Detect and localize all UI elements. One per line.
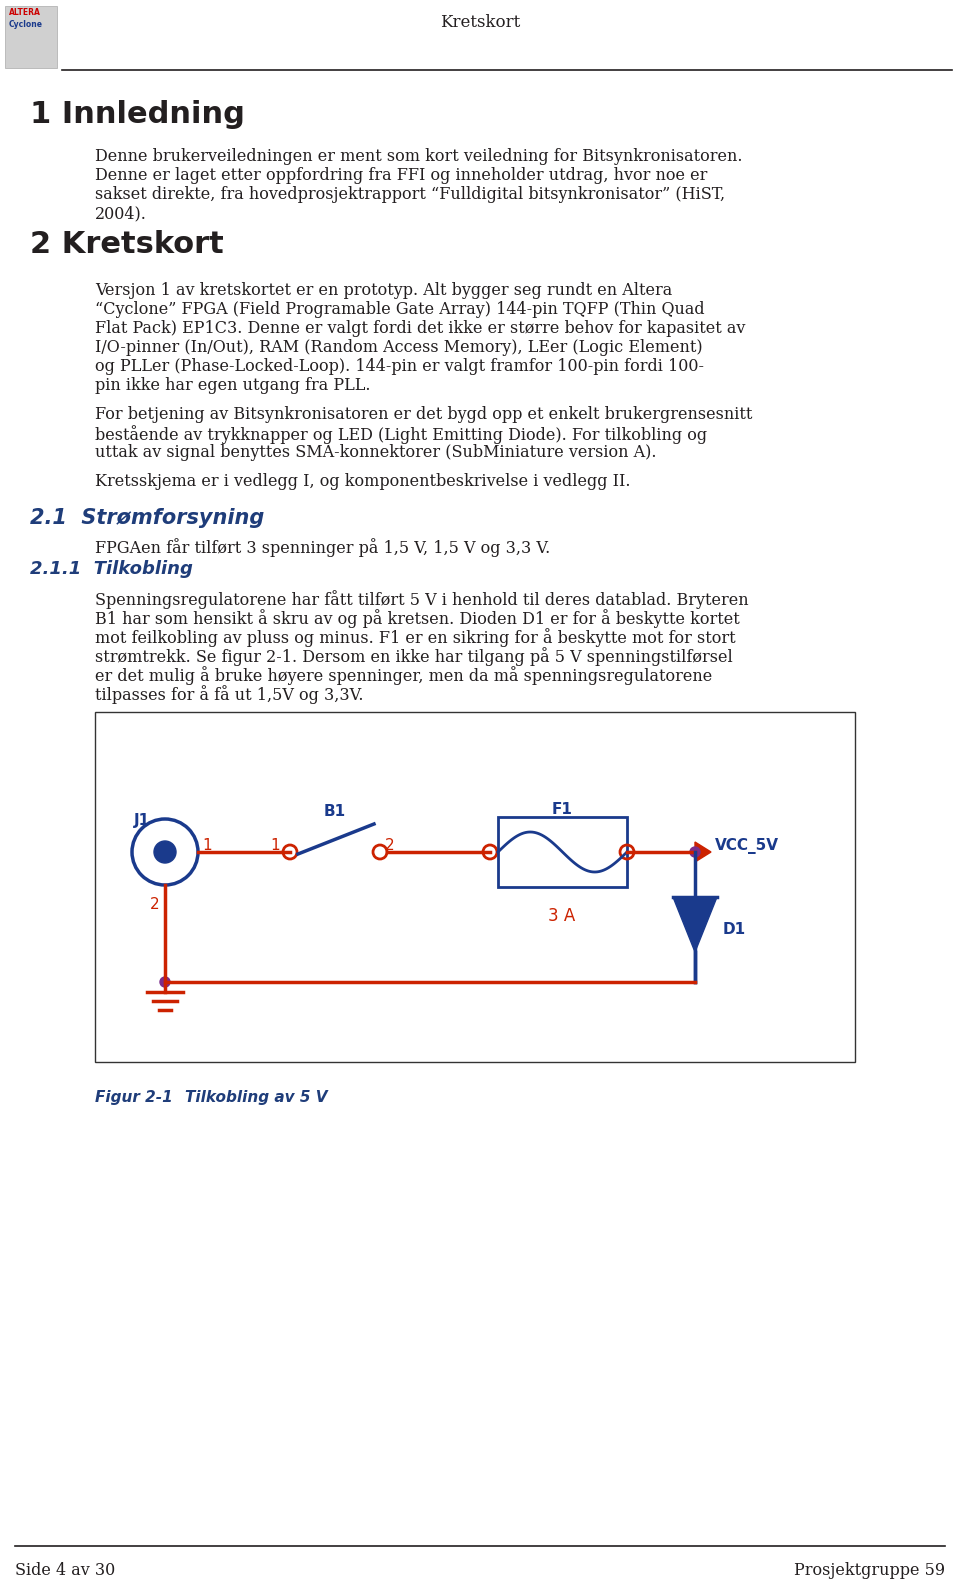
Circle shape	[690, 847, 700, 857]
Text: Figur 2-1: Figur 2-1	[95, 1089, 173, 1105]
FancyBboxPatch shape	[5, 6, 57, 69]
Text: Tilkobling av 5 V: Tilkobling av 5 V	[185, 1089, 327, 1105]
Text: Denne brukerveiledningen er ment som kort veiledning for Bitsynkronisatoren.: Denne brukerveiledningen er ment som kor…	[95, 148, 742, 164]
Text: ALTERA: ALTERA	[9, 8, 41, 18]
Text: tilpasses for å få ut 1,5V og 3,3V.: tilpasses for å få ut 1,5V og 3,3V.	[95, 684, 364, 703]
Text: F1: F1	[552, 802, 572, 817]
Text: mot feilkobling av pluss og minus. F1 er en sikring for å beskytte mot for stort: mot feilkobling av pluss og minus. F1 er…	[95, 628, 735, 648]
Text: 1 Innledning: 1 Innledning	[30, 100, 245, 129]
Text: For betjening av Bitsynkronisatoren er det bygd opp et enkelt brukergrensesnitt: For betjening av Bitsynkronisatoren er d…	[95, 407, 753, 423]
Text: Side 4 av 30: Side 4 av 30	[15, 1562, 115, 1579]
Text: J1: J1	[134, 813, 150, 828]
Text: 2.1.1  Tilkobling: 2.1.1 Tilkobling	[30, 560, 193, 577]
Text: 1: 1	[270, 837, 279, 853]
Text: og PLLer (Phase-Locked-Loop). 144-pin er valgt framfor 100-pin fordi 100-: og PLLer (Phase-Locked-Loop). 144-pin er…	[95, 357, 704, 375]
Bar	[95, 711, 855, 1062]
Bar	[498, 817, 627, 887]
Text: bestående av trykknapper og LED (Light Emitting Diode). For tilkobling og: bestående av trykknapper og LED (Light E…	[95, 424, 708, 443]
Text: sakset direkte, fra hovedprosjektrapport “Fulldigital bitsynkronisator” (HiST,: sakset direkte, fra hovedprosjektrapport…	[95, 187, 725, 203]
Text: “Cyclone” FPGA (Field Programable Gate Array) 144-pin TQFP (Thin Quad: “Cyclone” FPGA (Field Programable Gate A…	[95, 301, 705, 317]
Text: 2 Kretskort: 2 Kretskort	[30, 230, 224, 258]
Text: Kretsskjema er i vedlegg I, og komponentbeskrivelse i vedlegg II.: Kretsskjema er i vedlegg I, og komponent…	[95, 474, 631, 490]
Text: 2.1  Strømforsyning: 2.1 Strømforsyning	[30, 507, 264, 528]
Text: 3 A: 3 A	[548, 908, 576, 925]
Polygon shape	[695, 842, 711, 861]
Text: Cyclone: Cyclone	[9, 21, 43, 29]
Text: 2: 2	[150, 896, 159, 912]
Text: strømtrekk. Se figur 2-1. Dersom en ikke har tilgang på 5 V spenningstilførsel: strømtrekk. Se figur 2-1. Dersom en ikke…	[95, 648, 732, 665]
Text: 2: 2	[385, 837, 395, 853]
Circle shape	[160, 978, 170, 987]
Text: B1: B1	[324, 804, 346, 818]
Text: Denne er laget etter oppfordring fra FFI og inneholder utdrag, hvor noe er: Denne er laget etter oppfordring fra FFI…	[95, 167, 708, 183]
Text: uttak av signal benyttes SMA-konnektorer (SubMiniature version A).: uttak av signal benyttes SMA-konnektorer…	[95, 443, 657, 461]
Text: er det mulig å bruke høyere spenninger, men da må spenningsregulatorene: er det mulig å bruke høyere spenninger, …	[95, 667, 712, 684]
Text: D1: D1	[723, 922, 746, 936]
Text: Prosjektgruppe 59: Prosjektgruppe 59	[794, 1562, 945, 1579]
Text: Kretskort: Kretskort	[440, 14, 520, 30]
Text: B1 har som hensikt å skru av og på kretsen. Dioden D1 er for å beskytte kortet: B1 har som hensikt å skru av og på krets…	[95, 609, 740, 628]
Text: I/O-pinner (In/Out), RAM (Random Access Memory), LEer (Logic Element): I/O-pinner (In/Out), RAM (Random Access …	[95, 340, 703, 356]
Text: VCC_5V: VCC_5V	[715, 837, 779, 853]
Polygon shape	[673, 896, 717, 952]
Text: Flat Pack) EP1C3. Denne er valgt fordi det ikke er større behov for kapasitet av: Flat Pack) EP1C3. Denne er valgt fordi d…	[95, 321, 745, 337]
Text: 1: 1	[202, 837, 211, 853]
Circle shape	[154, 841, 176, 863]
Text: FPGAen får tilført 3 spenninger på 1,5 V, 1,5 V og 3,3 V.: FPGAen får tilført 3 spenninger på 1,5 V…	[95, 538, 550, 557]
Text: pin ikke har egen utgang fra PLL.: pin ikke har egen utgang fra PLL.	[95, 376, 371, 394]
Text: 2004).: 2004).	[95, 206, 147, 222]
Text: Spenningsregulatorene har fått tilført 5 V i henhold til deres datablad. Brytere: Spenningsregulatorene har fått tilført 5…	[95, 590, 749, 609]
Text: Versjon 1 av kretskortet er en prototyp. Alt bygger seg rundt en Altera: Versjon 1 av kretskortet er en prototyp.…	[95, 282, 672, 298]
